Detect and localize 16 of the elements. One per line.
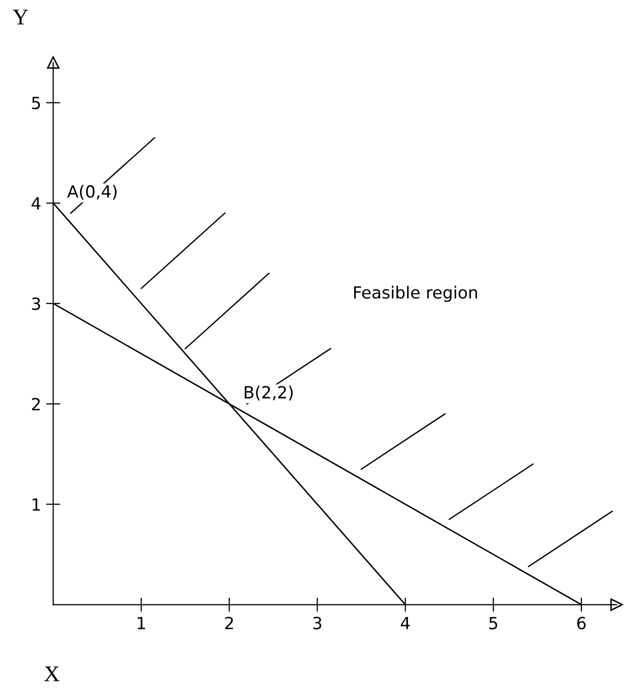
x-tick-label: 2 <box>225 616 233 630</box>
y-tick-label: 4 <box>32 197 40 210</box>
x-tick-label: 6 <box>577 616 586 630</box>
x-tick-label: 4 <box>400 616 410 630</box>
x-tick-label: 1 <box>138 616 146 630</box>
x-axis-title: X <box>44 666 60 682</box>
annotation: B(2,2) <box>244 386 293 401</box>
x-tick-label: 3 <box>313 616 322 630</box>
annotation: A(0,4) <box>67 184 117 200</box>
annotation: Feasible region <box>354 286 478 302</box>
y-tick-label: 1 <box>32 498 40 511</box>
y-tick-label: 2 <box>32 398 40 410</box>
y-tick-label: 5 <box>32 96 40 110</box>
y-tick-label: 3 <box>32 297 40 310</box>
x-tick-label: 5 <box>489 616 498 630</box>
y-axis-title: Y <box>12 10 28 24</box>
